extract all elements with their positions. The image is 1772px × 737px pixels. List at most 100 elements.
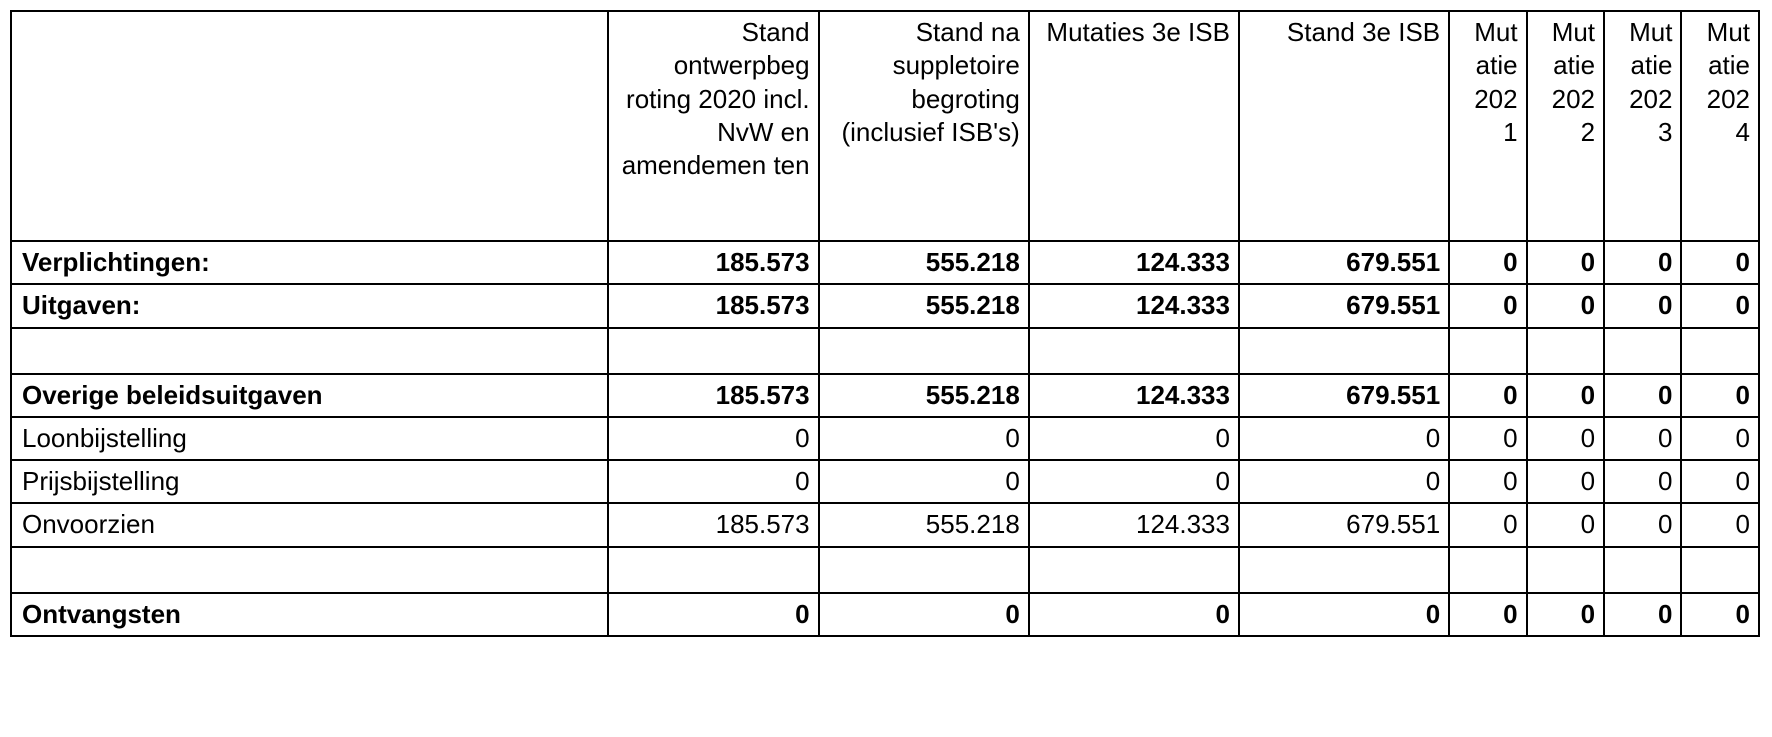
row-label: Overige beleidsuitgaven	[11, 374, 608, 417]
row-value: 0	[1527, 374, 1604, 417]
row-value: 0	[1604, 460, 1681, 503]
row-value: 124.333	[1029, 503, 1239, 546]
row-value: 0	[1604, 284, 1681, 327]
row-value: 0	[1029, 417, 1239, 460]
row-value: 0	[1604, 593, 1681, 636]
row-value	[608, 547, 818, 593]
row-value: 124.333	[1029, 241, 1239, 284]
row-value: 0	[1681, 374, 1759, 417]
table-row: Overige beleidsuitgaven185.573555.218124…	[11, 374, 1759, 417]
row-value	[1239, 328, 1449, 374]
table-row: Onvoorzien185.573555.218124.333679.55100…	[11, 503, 1759, 546]
row-value: 0	[1527, 284, 1604, 327]
row-value: 679.551	[1239, 284, 1449, 327]
row-value	[1604, 547, 1681, 593]
table-row	[11, 547, 1759, 593]
row-value	[819, 328, 1029, 374]
row-value	[1029, 328, 1239, 374]
row-value: 0	[608, 460, 818, 503]
row-value: 0	[1449, 284, 1526, 327]
row-value: 555.218	[819, 241, 1029, 284]
row-value: 679.551	[1239, 241, 1449, 284]
row-value: 0	[819, 417, 1029, 460]
row-value	[1527, 547, 1604, 593]
row-value: 0	[1239, 417, 1449, 460]
table-row: Uitgaven:185.573555.218124.333679.551000…	[11, 284, 1759, 327]
budget-table: Stand ontwerpbeg roting 2020 incl. NvW e…	[10, 10, 1760, 637]
table-row: Loonbijstelling00000000	[11, 417, 1759, 460]
row-value	[1449, 547, 1526, 593]
row-value	[1029, 547, 1239, 593]
row-label	[11, 328, 608, 374]
row-value: 0	[1604, 374, 1681, 417]
row-value: 0	[1527, 503, 1604, 546]
table-row: Ontvangsten00000000	[11, 593, 1759, 636]
row-value: 0	[1449, 593, 1526, 636]
col-header-mutatie-2021: Mut atie 202 1	[1449, 11, 1526, 241]
row-label: Loonbijstelling	[11, 417, 608, 460]
row-value	[819, 547, 1029, 593]
row-value: 0	[819, 593, 1029, 636]
row-label: Uitgaven:	[11, 284, 608, 327]
col-header-stand-3e-isb: Stand 3e ISB	[1239, 11, 1449, 241]
row-value: 0	[1029, 460, 1239, 503]
row-value: 0	[1449, 503, 1526, 546]
row-value: 679.551	[1239, 503, 1449, 546]
row-value: 0	[1239, 460, 1449, 503]
col-header-mutatie-2024: Mut atie 202 4	[1681, 11, 1759, 241]
col-header-blank	[11, 11, 608, 241]
col-header-mutatie-2023: Mut atie 202 3	[1604, 11, 1681, 241]
row-value: 0	[1449, 417, 1526, 460]
col-header-stand-ontwerp: Stand ontwerpbeg roting 2020 incl. NvW e…	[608, 11, 818, 241]
row-value: 0	[1681, 593, 1759, 636]
table-row	[11, 328, 1759, 374]
row-value	[1239, 547, 1449, 593]
row-value: 0	[1681, 503, 1759, 546]
row-value: 0	[608, 417, 818, 460]
row-value	[1681, 547, 1759, 593]
row-label: Ontvangsten	[11, 593, 608, 636]
row-value: 0	[1604, 503, 1681, 546]
row-value: 0	[819, 460, 1029, 503]
col-header-mutatie-2022: Mut atie 202 2	[1527, 11, 1604, 241]
table-row: Verplichtingen:185.573555.218124.333679.…	[11, 241, 1759, 284]
row-value: 555.218	[819, 284, 1029, 327]
row-value: 0	[1604, 241, 1681, 284]
row-value	[1604, 328, 1681, 374]
table-header-row: Stand ontwerpbeg roting 2020 incl. NvW e…	[11, 11, 1759, 241]
row-value	[1449, 328, 1526, 374]
row-value: 185.573	[608, 503, 818, 546]
row-value: 679.551	[1239, 374, 1449, 417]
row-value: 124.333	[1029, 374, 1239, 417]
row-value: 0	[1029, 593, 1239, 636]
row-value: 0	[1681, 460, 1759, 503]
row-value: 124.333	[1029, 284, 1239, 327]
row-value: 0	[1449, 460, 1526, 503]
row-value: 185.573	[608, 374, 818, 417]
row-value: 0	[1604, 417, 1681, 460]
row-value: 0	[1449, 374, 1526, 417]
row-value: 555.218	[819, 374, 1029, 417]
row-value: 0	[1681, 417, 1759, 460]
row-value: 0	[1527, 417, 1604, 460]
row-value: 0	[1239, 593, 1449, 636]
row-value: 555.218	[819, 503, 1029, 546]
table-row: Prijsbijstelling00000000	[11, 460, 1759, 503]
row-label: Onvoorzien	[11, 503, 608, 546]
row-value	[608, 328, 818, 374]
row-value: 0	[1449, 241, 1526, 284]
row-label	[11, 547, 608, 593]
row-value: 185.573	[608, 241, 818, 284]
row-label: Prijsbijstelling	[11, 460, 608, 503]
row-value: 0	[1681, 284, 1759, 327]
table-body: Verplichtingen:185.573555.218124.333679.…	[11, 241, 1759, 636]
row-value: 0	[1681, 241, 1759, 284]
row-value: 0	[1527, 460, 1604, 503]
row-value	[1681, 328, 1759, 374]
col-header-mutaties-3e-isb: Mutaties 3e ISB	[1029, 11, 1239, 241]
row-value: 0	[1527, 241, 1604, 284]
row-value	[1527, 328, 1604, 374]
row-label: Verplichtingen:	[11, 241, 608, 284]
row-value: 0	[608, 593, 818, 636]
col-header-stand-suppletoire: Stand na suppletoire begroting (inclusie…	[819, 11, 1029, 241]
